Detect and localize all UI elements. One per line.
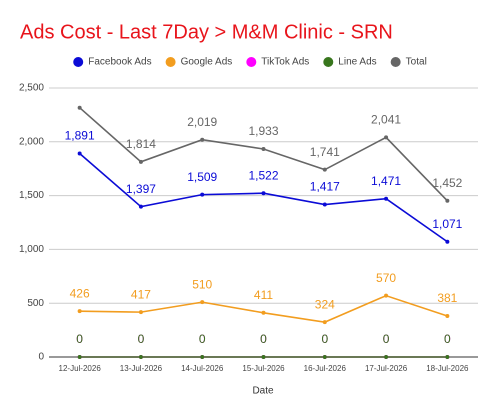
x-tick-label: 14-Jul-2026 (181, 364, 224, 373)
y-tick-label: 2,500 (19, 83, 44, 94)
x-axis-title: Date (252, 386, 274, 397)
x-tick-label: 13-Jul-2026 (120, 364, 163, 373)
legend-marker (390, 57, 401, 67)
point (77, 355, 82, 359)
data-label: 1,417 (310, 180, 340, 194)
x-tick-label: 16-Jul-2026 (304, 364, 347, 373)
data-label: 0 (138, 332, 145, 346)
data-label: 0 (138, 332, 145, 346)
data-label: 1,452 (432, 176, 462, 190)
data-label: 1,471 (371, 174, 401, 188)
data-label: 1,891 (65, 129, 95, 143)
x-tick-label: 18-Jul-2026 (426, 364, 469, 373)
data-label: 0 (76, 332, 83, 346)
point (261, 191, 266, 196)
point (138, 159, 143, 164)
y-tick-label: 1,500 (19, 190, 44, 201)
data-label: 411 (254, 288, 273, 302)
data-label: 0 (321, 332, 328, 346)
point (261, 310, 266, 315)
legend-label: Total (406, 57, 427, 68)
point (445, 198, 450, 203)
series-line (79, 152, 448, 243)
x-tick-label: 15-Jul-2026 (242, 364, 285, 373)
legend-label: Line Ads (338, 57, 376, 68)
data-label: 0 (199, 332, 206, 346)
data-label: 570 (376, 271, 396, 285)
legend: Facebook Ads Google Ads TikTok Ads Line Ads… (73, 57, 427, 68)
point (200, 300, 205, 305)
legend-marker (246, 57, 257, 67)
y-tick-label: 0 (38, 352, 44, 363)
y-tick-label: 2,000 (19, 136, 44, 147)
data-label: 1,509 (187, 170, 217, 184)
data-label: 1,814 (126, 137, 156, 151)
data-label: 0 (383, 332, 390, 346)
data-label: 0 (444, 332, 451, 346)
point (200, 355, 205, 359)
legend-label: TikTok Ads (261, 57, 309, 68)
point (384, 135, 389, 140)
data-label: 0 (260, 332, 267, 346)
point (322, 355, 327, 359)
point (445, 314, 450, 319)
point (138, 204, 143, 209)
data-label: 324 (315, 297, 335, 311)
legend-marker (165, 57, 176, 67)
chart-title: Ads Cost - Last 7Day > M&M Clinic - SRN (20, 21, 393, 43)
legend-marker (323, 57, 334, 67)
data-label: 381 (437, 291, 457, 305)
data-label: 0 (76, 332, 83, 346)
point (384, 355, 389, 359)
data-label: 0 (383, 332, 390, 346)
y-tick-label: 1,000 (19, 244, 44, 255)
data-label: 426 (70, 286, 90, 300)
data-label: 0 (199, 332, 206, 346)
point (384, 293, 389, 298)
data-label: 1,741 (310, 145, 340, 159)
data-label: 2,019 (187, 115, 217, 129)
point (261, 355, 266, 359)
data-label: 1,933 (248, 124, 278, 138)
point (261, 147, 266, 152)
point (445, 239, 450, 244)
data-label: 510 (192, 277, 212, 291)
point (77, 151, 82, 156)
point (138, 355, 143, 359)
data-label: 0 (321, 332, 328, 346)
point (445, 355, 450, 359)
data-label: 1,397 (126, 182, 156, 196)
data-label: 1,522 (248, 168, 278, 182)
legend-label: Facebook Ads (88, 57, 151, 68)
x-tick-label: 12-Jul-2026 (59, 364, 102, 373)
legend-label: Google Ads (181, 57, 233, 68)
data-label: 0 (260, 332, 267, 346)
point (322, 202, 327, 207)
point (77, 105, 82, 110)
legend-marker (73, 57, 84, 67)
point (322, 320, 327, 325)
data-label: 1,071 (432, 217, 462, 231)
data-label: 2,041 (371, 113, 401, 127)
data-label: 0 (444, 332, 451, 346)
point (200, 192, 205, 197)
point (384, 196, 389, 201)
point (138, 310, 143, 315)
y-tick-label: 500 (27, 298, 44, 309)
point (322, 167, 327, 172)
point (77, 309, 82, 314)
point (200, 137, 205, 142)
data-label: 417 (131, 287, 151, 301)
x-tick-label: 17-Jul-2026 (365, 364, 408, 373)
